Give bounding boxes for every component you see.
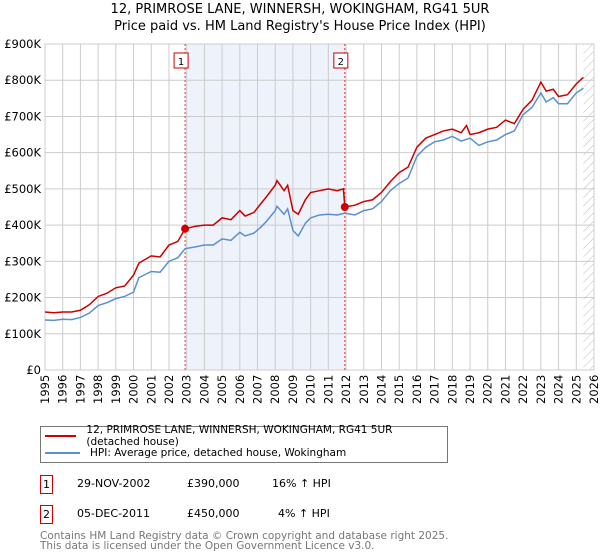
y-tick-label: £200K [4, 291, 41, 305]
sale-date: 29-NOV-2002 [77, 477, 151, 490]
x-tick-label: 2026 [587, 375, 600, 404]
x-tick-label: 2019 [463, 375, 477, 404]
legend-item-hpi: HPI: Average price, detached house, Woki… [41, 445, 346, 461]
y-tick-label: £600K [4, 146, 41, 160]
y-tick-label: £0 [26, 363, 41, 377]
sale-marker-label: 2 [338, 57, 344, 68]
legend-item-property: 12, PRIMROSE LANE, WINNERSH, WOKINGHAM, … [41, 424, 447, 448]
x-tick-label: 2013 [357, 375, 371, 404]
x-tick-label: 2015 [392, 375, 406, 404]
blue-line-swatch [45, 452, 80, 454]
chart-title: 12, PRIMROSE LANE, WINNERSH, WOKINGHAM, … [110, 2, 490, 17]
y-tick-label: £900K [4, 37, 41, 51]
sale-marker-box [333, 52, 349, 69]
x-tick-label: 2006 [233, 375, 247, 404]
chart-subtitle: Price paid vs. HM Land Registry's House … [114, 19, 486, 34]
x-tick-label: 1998 [91, 375, 105, 404]
x-tick-label: 2007 [251, 375, 265, 404]
footer: Contains HM Land Registry data © Crown c… [40, 530, 449, 552]
x-tick-label: 2011 [321, 375, 335, 404]
legend-label: 12, PRIMROSE LANE, WINNERSH, WOKINGHAM, … [86, 424, 393, 448]
red-line-swatch [45, 435, 77, 437]
sale-point [340, 203, 349, 211]
x-tick-label: 2008 [268, 375, 282, 404]
hpi-line [44, 87, 584, 322]
ownership-period-shade [185, 44, 345, 370]
x-tick-label: 2005 [215, 375, 229, 404]
hpi-diff: 16% ↑ HPI [272, 477, 331, 490]
marker-badge: 1 [40, 475, 53, 494]
footer-line: Contains HM Land Registry data © Crown c… [40, 530, 449, 542]
x-tick-label: 2021 [498, 375, 512, 404]
y-tick-label: £800K [4, 73, 41, 87]
x-tick-label: 2009 [286, 375, 300, 404]
sale-price: £390,000 [187, 477, 240, 490]
x-tick-label: 2018 [445, 375, 459, 404]
legend: 12, PRIMROSE LANE, WINNERSH, WOKINGHAM, … [40, 424, 448, 463]
x-tick-label: 1995 [38, 375, 52, 404]
sale-marker-box [173, 52, 189, 69]
x-tick-label: 2010 [304, 375, 318, 404]
y-tick-label: £300K [4, 254, 41, 268]
x-tick-label: 2020 [481, 375, 495, 404]
x-tick-label: 2016 [410, 375, 424, 404]
y-tick-label: £400K [4, 218, 41, 232]
x-tick-label: 2003 [180, 375, 194, 404]
x-tick-label: 2002 [162, 375, 176, 404]
price-chart: 1995 1996 1997 1998 1999 2000 2001 2002 2003 2004… [4, 37, 600, 404]
x-tick-label: 1999 [109, 375, 123, 404]
y-tick-label: £500K [4, 182, 41, 196]
sale-point [181, 224, 190, 233]
x-tick-label: 2025 [569, 375, 583, 404]
hpi-diff: 4% ↑ HPI [278, 507, 330, 520]
x-tick-label: 2022 [516, 375, 530, 404]
x-tick-label: 2001 [144, 375, 158, 404]
x-tick-label: 2000 [127, 375, 141, 404]
x-tick-label: 2004 [197, 375, 211, 404]
x-tick-label: 1996 [56, 375, 70, 404]
x-tick-label: 2017 [428, 375, 442, 404]
plot-frame [44, 43, 595, 371]
x-tick-label: 2023 [534, 375, 548, 404]
y-tick-label: £100K [4, 327, 41, 341]
forecast-hatch [583, 44, 594, 370]
marker-badge: 2 [40, 505, 53, 524]
property-price-line [44, 76, 584, 314]
footer-line: This data is licensed under the Open Gov… [40, 540, 375, 552]
sale-date: 05-DEC-2011 [77, 507, 151, 520]
sale-marker-label: 1 [178, 57, 184, 68]
x-tick-label: 2024 [552, 375, 566, 404]
sale-price: £450,000 [187, 507, 240, 520]
x-tick-label: 2012 [339, 375, 353, 404]
x-tick-label: 1997 [73, 375, 87, 404]
y-tick-label: £700K [4, 109, 41, 123]
legend-label: HPI: Average price, detached house, Woki… [90, 447, 347, 459]
x-tick-label: 2014 [374, 375, 388, 404]
